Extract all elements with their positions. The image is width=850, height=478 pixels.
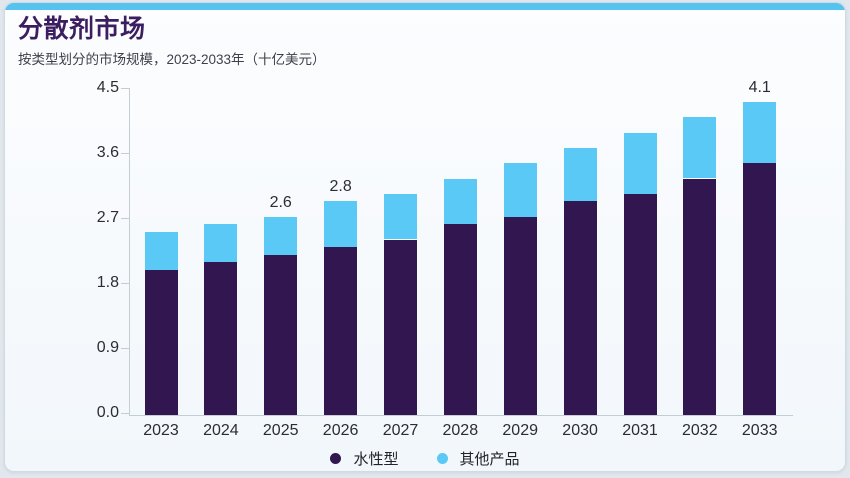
bar-2027-water-based (384, 239, 417, 415)
bar-2025-water-based (264, 254, 298, 415)
legend-label-water-based: 水性型 (353, 450, 399, 468)
bar-2024-water-based (204, 262, 238, 415)
x-axis-label-2029: 2029 (502, 422, 538, 439)
bar-2029-water-based (503, 216, 537, 415)
y-axis-tick-label: 4.5 (96, 79, 119, 96)
x-axis-label-2023: 2023 (143, 422, 179, 439)
bar-2028-water-based (443, 224, 477, 416)
y-axis-tick-label: 0.9 (96, 339, 119, 356)
bar-2023-other-products (144, 231, 178, 270)
legend-item-water-based: 水性型 (330, 448, 399, 469)
x-axis-label-2024: 2024 (203, 422, 239, 439)
y-axis-line (129, 88, 130, 415)
bar-2023-water-based (144, 270, 178, 415)
plot-area: 4.5 3.6 2.7 1.8 0.9 0.0 2023 2024 2025 2.6 2026 2.8… (5, 3, 845, 471)
total-label-2026: 2.8 (329, 178, 352, 196)
bar-2030-water-based (563, 201, 597, 415)
bar-2033-water-based (743, 163, 777, 415)
y-axis-tick-label: 3.6 (96, 144, 119, 161)
y-axis-tick-label: 2.7 (96, 209, 119, 226)
chart-subtitle: 按类型划分的市场规模，2023-2033年（十亿美元） (18, 52, 326, 67)
bar-2029-other-products (503, 163, 537, 217)
y-axis-tick (121, 413, 129, 414)
x-axis-line (129, 415, 793, 416)
bar-2030-other-products (563, 147, 597, 202)
bar-2027-other-products (384, 193, 417, 240)
bar-2032-other-products (683, 117, 717, 179)
y-axis-tick (121, 88, 129, 89)
y-axis-tick (121, 283, 129, 284)
bar-2025-other-products (264, 216, 298, 255)
bar-2032-water-based (683, 178, 717, 415)
card-top-accent-bar (5, 3, 845, 10)
bar-2033-other-products (743, 102, 777, 164)
total-label-2033: 4.1 (748, 79, 771, 97)
x-axis-label-2028: 2028 (442, 422, 479, 439)
y-axis-tick (121, 218, 129, 219)
x-axis-label-2033: 2033 (741, 422, 778, 439)
bar-2028-other-products (443, 178, 477, 225)
x-axis-label-2030: 2030 (562, 422, 598, 439)
report-card: 分散剂市场 按类型划分的市场规模，2023-2033年（十亿美元） 4.5 3.6… (4, 2, 846, 472)
chart-title: 分散剂市场 (18, 15, 146, 43)
x-axis-label-2025: 2025 (262, 422, 299, 439)
y-axis-tick-label: 0.0 (96, 404, 119, 421)
bar-2026-water-based (324, 247, 358, 415)
y-axis-tick (121, 153, 129, 154)
total-label-2025: 2.6 (269, 193, 292, 211)
bar-2024-other-products (204, 224, 238, 263)
y-axis-tick-label: 1.8 (96, 274, 119, 291)
x-axis-label-2032: 2032 (682, 422, 718, 439)
legend-dot-other-products (436, 452, 448, 464)
x-axis-label-2031: 2031 (622, 422, 658, 439)
x-axis-label-2027: 2027 (382, 422, 419, 439)
legend-item-other-products: 其他产品 (436, 448, 520, 469)
bar-2026-other-products (324, 201, 358, 248)
chart-legend: 水性型 其他产品 (5, 447, 845, 469)
y-axis-tick (121, 348, 129, 349)
bar-2031-other-products (623, 132, 657, 194)
legend-label-other-products: 其他产品 (459, 450, 520, 468)
x-axis-label-2026: 2026 (322, 422, 359, 439)
bar-2031-water-based (623, 193, 657, 415)
legend-dot-water-based (330, 452, 342, 464)
